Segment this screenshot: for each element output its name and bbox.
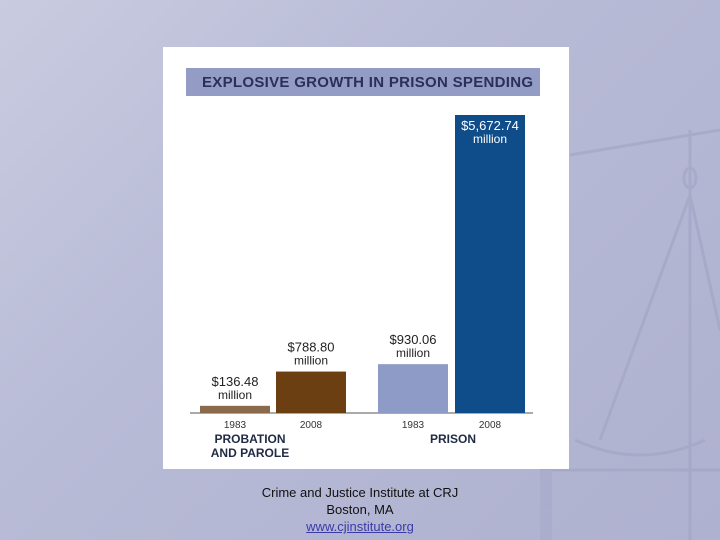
bar-value-label: $5,672.74 xyxy=(461,118,519,133)
bar-chart: $136.48million1983$788.80million2008PROB… xyxy=(190,115,533,460)
credit-organization: Crime and Justice Institute at CRJ xyxy=(261,485,459,500)
bar-1-1 xyxy=(455,115,525,413)
bar-0-1 xyxy=(276,371,346,413)
bar-value-label: $930.06 xyxy=(390,332,437,347)
year-tick-label: 1983 xyxy=(224,420,247,431)
bar-value-label: million xyxy=(473,132,507,146)
chart-card: EXPLOSIVE GROWTH IN PRISON SPENDING $136… xyxy=(163,47,569,469)
group-label: AND PAROLE xyxy=(211,446,289,460)
bar-value-label: $136.48 xyxy=(212,374,259,389)
group-label: PROBATION xyxy=(214,432,285,446)
year-tick-label: 1983 xyxy=(402,420,425,431)
year-tick-label: 2008 xyxy=(300,420,323,431)
group-label: PRISON xyxy=(430,432,476,446)
bar-value-label: million xyxy=(396,346,430,360)
year-tick-label: 2008 xyxy=(479,420,502,431)
bar-value-label: $788.80 xyxy=(288,340,335,355)
credit-location: Boston, MA xyxy=(326,502,394,517)
bar-1-0 xyxy=(378,364,448,413)
bar-0-0 xyxy=(200,405,270,413)
bar-value-label: million xyxy=(294,354,328,368)
bar-value-label: million xyxy=(218,388,252,402)
credit-website-link[interactable]: www.cjinstitute.org xyxy=(306,519,414,534)
chart-title: EXPLOSIVE GROWTH IN PRISON SPENDING xyxy=(186,68,540,96)
